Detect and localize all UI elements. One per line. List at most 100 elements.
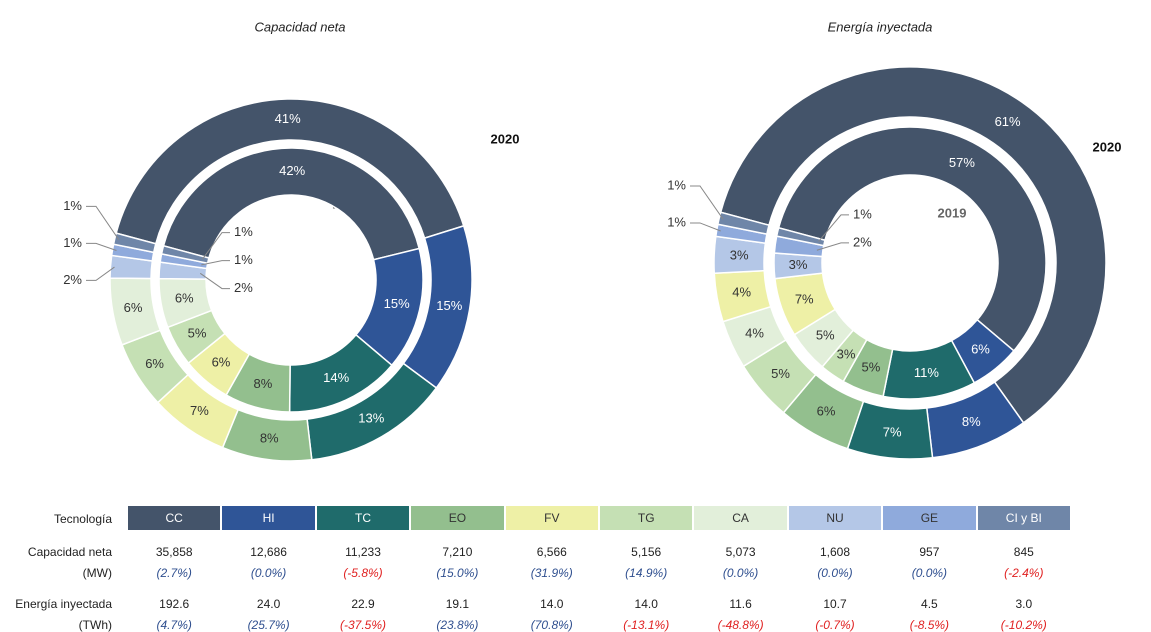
leader-line: [86, 266, 115, 281]
table-value: 192.6: [159, 597, 190, 611]
table-change: (0.0%): [722, 566, 759, 580]
table-change: (23.8%): [436, 618, 479, 632]
table-value: 7,210: [442, 545, 473, 559]
table-value: 4.5: [921, 597, 938, 611]
table-change: (0.0%): [250, 566, 287, 580]
slice: [160, 244, 210, 265]
charts: Capacidad neta 2019 42% 15% 14% 8% 6% 5% 6% 2% 1% 1…: [63, 19, 1122, 462]
table-change: (-8.5%): [909, 618, 950, 632]
row-label: Energía inyectada: [15, 597, 112, 611]
slice: [162, 147, 421, 261]
table-change: (-13.1%): [623, 618, 670, 632]
column-header: CI y BI: [977, 506, 1070, 530]
slice-label: 6%: [145, 356, 164, 371]
table-change: (14.9%): [625, 566, 668, 580]
slice-label: 6%: [971, 341, 990, 356]
slice-label: 1%: [63, 235, 82, 250]
table-change: (-10.2%): [1000, 618, 1047, 632]
table-change: (70.8%): [530, 618, 573, 632]
table-change: (31.9%): [530, 566, 573, 580]
leader-line: [818, 214, 849, 242]
ring-name: 2020: [1093, 139, 1122, 154]
column-header: CA: [694, 506, 787, 530]
slice-label: 8%: [260, 430, 279, 445]
table-header: Tecnología: [53, 512, 112, 526]
slice: [112, 232, 157, 254]
table-value: 10.7: [823, 597, 847, 611]
leader-line: [86, 242, 117, 251]
slice-label: 2%: [234, 280, 253, 295]
table-change: (-0.7%): [815, 618, 855, 632]
ring-name: 2020: [491, 131, 520, 146]
table-value: 1,608: [819, 545, 850, 559]
row-label: Capacidad neta: [27, 545, 112, 559]
table-change: (0.0%): [817, 566, 853, 580]
table-value: 5,073: [725, 545, 756, 559]
slice-label: 4%: [732, 285, 751, 300]
table-value: 24.0: [256, 597, 281, 611]
leader-line: [202, 232, 230, 260]
column-header: CC: [128, 506, 221, 530]
slice-label: 15%: [384, 296, 410, 311]
table-change: (-48.8%): [717, 618, 764, 632]
table-change: (2.7%): [156, 566, 192, 580]
table-value: 19.1: [445, 597, 470, 611]
column-header: GE: [883, 506, 976, 530]
slice: [115, 98, 465, 245]
slice-label: 6%: [817, 403, 836, 418]
table-value: 14.0: [634, 597, 658, 611]
slice-label: 1%: [234, 224, 253, 239]
slice-label: 5%: [816, 328, 835, 343]
slice-label: 2%: [853, 234, 872, 249]
slice-label: 41%: [275, 111, 301, 126]
slice-label: 6%: [175, 291, 194, 306]
table-value: 5,156: [631, 545, 662, 559]
slice-label: 2%: [63, 272, 82, 287]
slice-label: 1%: [63, 198, 82, 213]
table-value: 14.0: [540, 597, 564, 611]
column-header: HI: [222, 506, 315, 530]
chart-title: Capacidad neta: [254, 19, 345, 34]
column-header: NU: [788, 506, 882, 530]
table-change: (15.0%): [436, 566, 479, 580]
leader-line: [690, 185, 724, 220]
slice-label: 57%: [949, 155, 975, 170]
column-header: FV: [505, 506, 598, 530]
slice-label: 7%: [795, 291, 814, 306]
slice-label: 6%: [124, 300, 143, 315]
table-value: 845: [1013, 545, 1034, 559]
chart-title: Energía inyectada: [828, 19, 933, 34]
slice: [775, 226, 826, 247]
slice-label: 7%: [190, 403, 209, 418]
slice-label: 61%: [995, 114, 1021, 129]
slice-label: 42%: [279, 163, 305, 178]
row-unit: (TWh): [78, 618, 112, 632]
slice-label: 5%: [771, 366, 790, 381]
slice-label: 1%: [667, 214, 686, 229]
slice-label: 13%: [358, 410, 384, 425]
slice-label: 1%: [234, 252, 253, 267]
table-value: 3.0: [1015, 597, 1033, 611]
slice: [719, 66, 1107, 424]
table-value: 11,233: [345, 545, 381, 559]
slice: [777, 126, 1047, 352]
table-value: 6,566: [536, 545, 567, 559]
slice-label: 14%: [323, 370, 349, 385]
table-value: 11.6: [729, 597, 752, 611]
slice-label: 8%: [254, 376, 273, 391]
table-value: 35,858: [155, 545, 193, 559]
slice-label: 6%: [212, 354, 231, 369]
table-value: 22.9: [351, 597, 375, 611]
slice-label: 1%: [667, 177, 686, 192]
slice-label: 4%: [745, 326, 764, 341]
slice-label: 3%: [837, 346, 856, 361]
table-change: (-5.8%): [343, 566, 383, 580]
slice-label: 7%: [883, 425, 902, 440]
table-change: (-37.5%): [339, 618, 386, 632]
leader-line: [816, 242, 849, 251]
slice-label: 11%: [914, 365, 939, 380]
leader-line: [201, 260, 230, 266]
slice-label: 15%: [436, 298, 462, 313]
row-unit: (MW): [82, 566, 112, 580]
table-value: 12,686: [250, 545, 287, 559]
